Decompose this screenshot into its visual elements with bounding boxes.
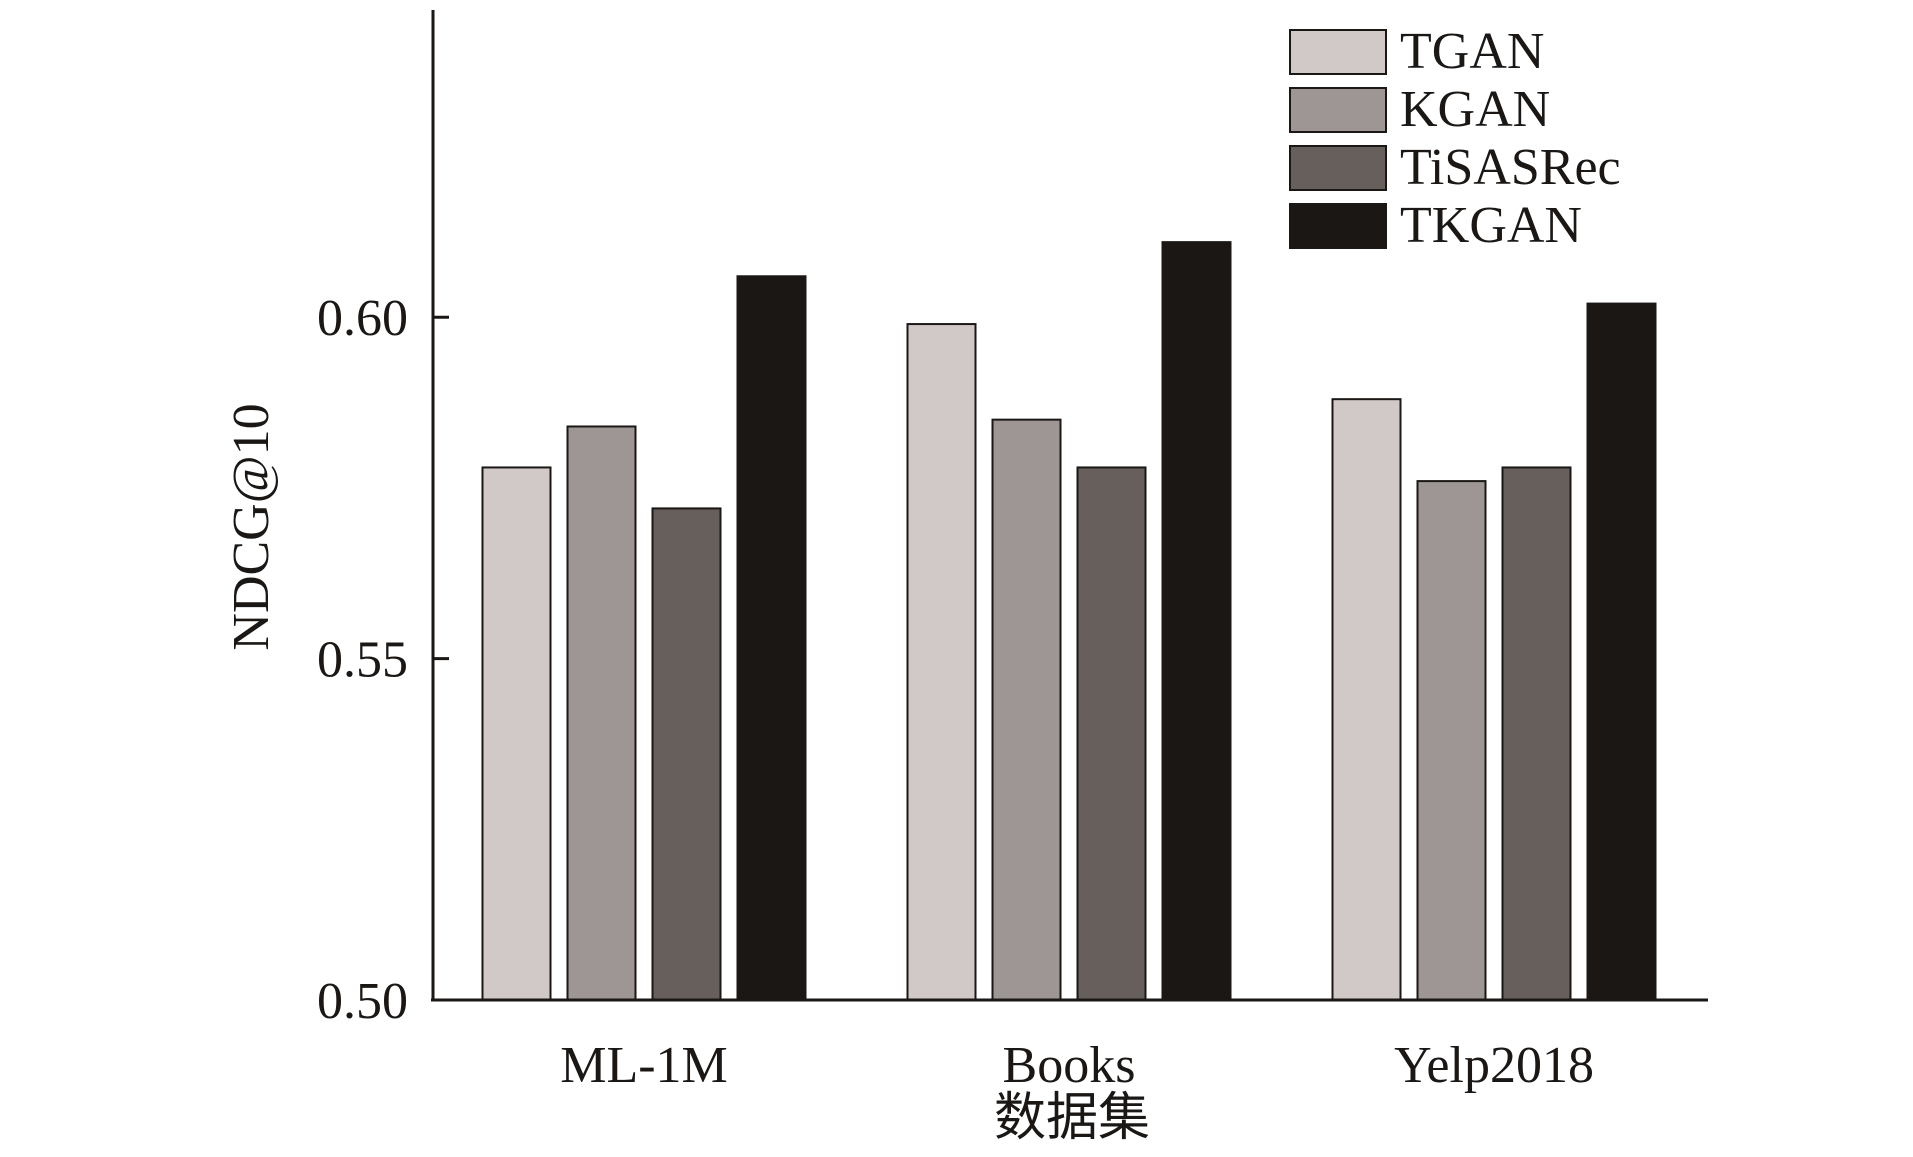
legend-swatch-tisasrec xyxy=(1289,145,1387,191)
legend-swatch-tgan xyxy=(1289,29,1387,75)
bar-kgan-ml-1m xyxy=(566,425,637,1001)
y-tick-label: 0.55 xyxy=(317,632,408,689)
bar-tkgan-books xyxy=(1161,241,1232,1001)
bar-tisasrec-ml-1m xyxy=(651,507,722,1001)
bar-tisasrec-books xyxy=(1076,466,1147,1001)
legend-label-tkgan: TKGAN xyxy=(1400,197,1582,254)
legend-label-kgan: KGAN xyxy=(1400,81,1550,138)
legend-swatch-kgan xyxy=(1289,87,1387,133)
bar-tisasrec-yelp2018 xyxy=(1501,466,1572,1001)
x-axis-label: 数据集 xyxy=(994,1090,1150,1147)
bar-tgan-yelp2018 xyxy=(1331,398,1402,1001)
legend-label-tgan: TGAN xyxy=(1400,23,1544,80)
y-tick-label: 0.50 xyxy=(317,973,408,1030)
legend-label-tisasrec: TiSASRec xyxy=(1400,139,1621,196)
bar-tgan-ml-1m xyxy=(481,466,552,1001)
x-tick-label: Books xyxy=(1003,1037,1136,1094)
bars-layer xyxy=(481,241,1657,1002)
x-tick-label: ML-1M xyxy=(560,1037,728,1094)
legend-swatch-tkgan xyxy=(1289,203,1387,249)
bar-tgan-books xyxy=(906,323,977,1001)
bar-tkgan-ml-1m xyxy=(736,275,807,1001)
bar-tkgan-yelp2018 xyxy=(1586,302,1657,1002)
y-tick-label: 0.60 xyxy=(317,290,408,347)
y-axis-label: NDCG@10 xyxy=(223,403,280,650)
bar-kgan-yelp2018 xyxy=(1416,480,1487,1001)
x-tick-labels: ML-1M Books Yelp2018 xyxy=(560,1037,1594,1094)
y-ticks: 0.50 0.55 0.60 xyxy=(317,290,449,1030)
x-tick-label: Yelp2018 xyxy=(1394,1037,1594,1094)
bar-kgan-books xyxy=(991,418,1062,1002)
